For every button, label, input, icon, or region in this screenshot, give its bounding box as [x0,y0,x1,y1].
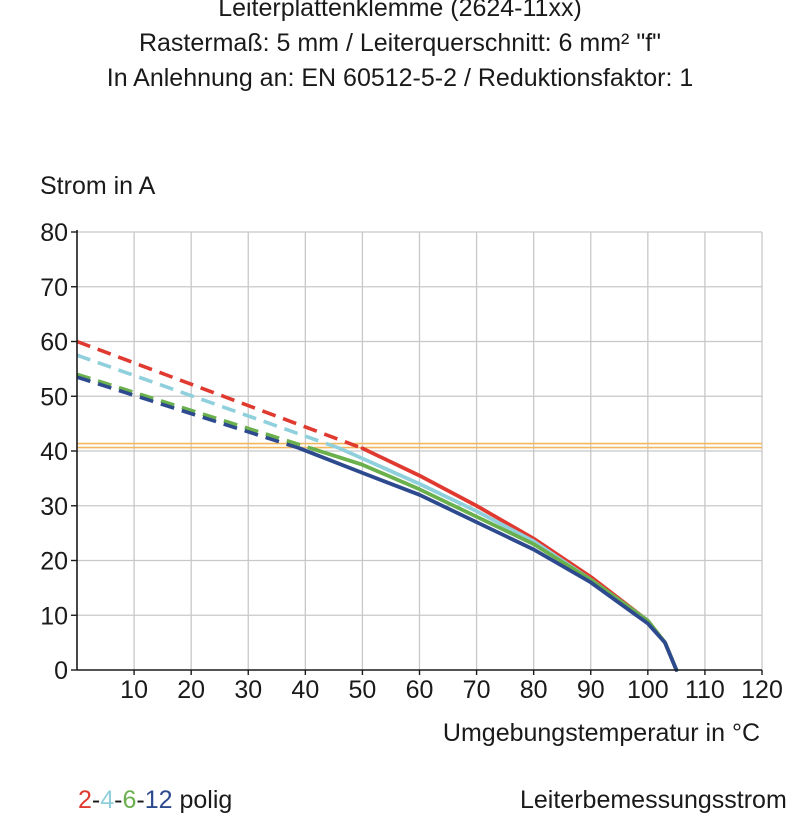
series-6-dashed [76,372,312,451]
series-4-dashed [76,353,341,450]
legend-label-6: 6 [122,786,137,814]
x-tick-label-30: 30 [234,676,262,704]
chart-title-line-1: Leiterplattenklemme (2624-11xx) [218,0,582,22]
x-tick-label-20: 20 [177,676,205,704]
series-12-dashed [76,375,301,451]
legend-poles: 2-4-6-12 polig [78,786,232,815]
x-tick-label-120: 120 [741,676,783,704]
legend-rated-current: Leiterbemessungsstrom [520,786,787,814]
grid-lines [77,231,763,670]
legend-separator: - [91,786,101,814]
x-tick-label-110: 110 [685,676,725,704]
y-tick-label-30: 30 [40,493,68,521]
series-12-line [297,446,679,672]
chart-title-line-3: In Anlehnung an: EN 60512-5-2 / Reduktio… [106,64,694,92]
x-tick-label-50: 50 [349,676,377,704]
tick-labels: 0 10 20 30 40 50 60 70 80 10 20 30 40 50 60 70 80 90 100 11… [40,219,783,704]
y-tick-label-20: 20 [40,548,68,576]
chart-title-line-2: Rastermaß: 5 mm / Leiterquerschnitt: 6 m… [138,29,662,57]
x-tick-label-40: 40 [291,676,319,704]
x-tick-label-80: 80 [520,676,548,704]
legend-suffix: polig [179,786,233,814]
x-axis-label: Umgebungstemperatur in °C [443,719,760,747]
series-6-line [309,446,679,672]
legend-label-12: 12 [144,786,173,814]
legend-separator: - [136,786,145,814]
x-tick-label-60: 60 [406,676,434,704]
y-tick-label-40: 40 [40,438,68,466]
series-group [76,339,679,672]
series-2-line [360,446,679,672]
y-tick-label-70: 70 [40,274,68,302]
reference-line-group [77,442,762,449]
legend-label-4: 4 [100,786,115,814]
x-tick-label-70: 70 [463,676,491,704]
series-2-dashed [76,339,364,450]
x-tick-label-90: 90 [577,676,605,704]
y-tick-label-50: 50 [40,383,68,411]
legend-label-2: 2 [78,786,92,814]
x-tick-label-100: 100 [627,676,669,704]
y-tick-label-80: 80 [40,219,68,247]
y-axis-label: Strom in A [40,172,156,200]
y-tick-label-60: 60 [40,329,68,357]
y-tick-label-10: 10 [40,602,68,630]
y-tick-label-0: 0 [54,657,68,685]
x-tick-label-10: 10 [120,676,148,704]
